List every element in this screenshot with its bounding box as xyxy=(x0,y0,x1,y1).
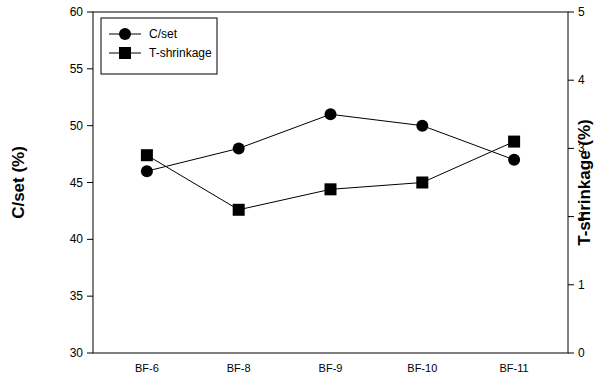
data-point xyxy=(416,177,428,189)
data-point xyxy=(508,154,520,166)
data-point xyxy=(325,183,337,195)
legend-label: T-shrinkage xyxy=(149,46,212,60)
y2-tick-label: 0 xyxy=(578,346,585,360)
legend-marker xyxy=(119,28,131,40)
y2-tick-label: 4 xyxy=(578,73,585,87)
y-tick xyxy=(87,296,93,297)
y2-tick xyxy=(568,353,574,354)
plot-frame xyxy=(93,12,568,353)
x-tick-label: BF-10 xyxy=(407,362,437,374)
data-point xyxy=(508,136,520,148)
legend-box xyxy=(101,18,217,74)
y-tick xyxy=(87,182,93,183)
y-tick-label: 35 xyxy=(70,289,84,303)
y-tick-label: 30 xyxy=(70,346,84,360)
y-tick xyxy=(87,125,93,126)
y-tick xyxy=(87,353,93,354)
x-tick-label: BF-11 xyxy=(500,362,529,374)
data-point xyxy=(233,204,245,216)
y-axis-label: C/set (%) xyxy=(9,146,28,219)
legend: C/set T-shrinkage xyxy=(101,18,217,74)
y-tick-label: 40 xyxy=(70,232,84,246)
data-point xyxy=(141,149,153,161)
y-tick-label: 50 xyxy=(70,119,84,133)
data-point xyxy=(141,165,153,177)
y-tick-label: 60 xyxy=(70,5,84,19)
series-line xyxy=(147,114,514,171)
y2-tick xyxy=(568,216,574,217)
y-tick-label: 55 xyxy=(70,62,84,76)
x-tick-label: BF-6 xyxy=(135,362,159,374)
data-group xyxy=(141,108,520,215)
y-tick xyxy=(87,239,93,240)
data-point xyxy=(233,142,245,154)
y-tick xyxy=(87,12,93,13)
data-point xyxy=(416,120,428,132)
chart: 30354045505560012345BF-6BF-8BF-9BF-10BF-… xyxy=(0,0,596,379)
data-point xyxy=(325,108,337,120)
y-tick xyxy=(87,68,93,69)
y2-axis-label: T-shrinkage (%) xyxy=(575,119,594,246)
legend-marker xyxy=(119,47,131,59)
y2-tick xyxy=(568,148,574,149)
x-tick-label: BF-9 xyxy=(319,362,343,374)
x-tick-label: BF-8 xyxy=(227,362,251,374)
y2-tick xyxy=(568,80,574,81)
legend-label: C/set xyxy=(149,27,178,41)
series-line xyxy=(147,142,514,210)
y2-tick-label: 1 xyxy=(578,278,585,292)
y-tick-label: 45 xyxy=(70,176,84,190)
y2-tick xyxy=(568,12,574,13)
y2-tick-label: 5 xyxy=(578,5,585,19)
y2-tick xyxy=(568,284,574,285)
